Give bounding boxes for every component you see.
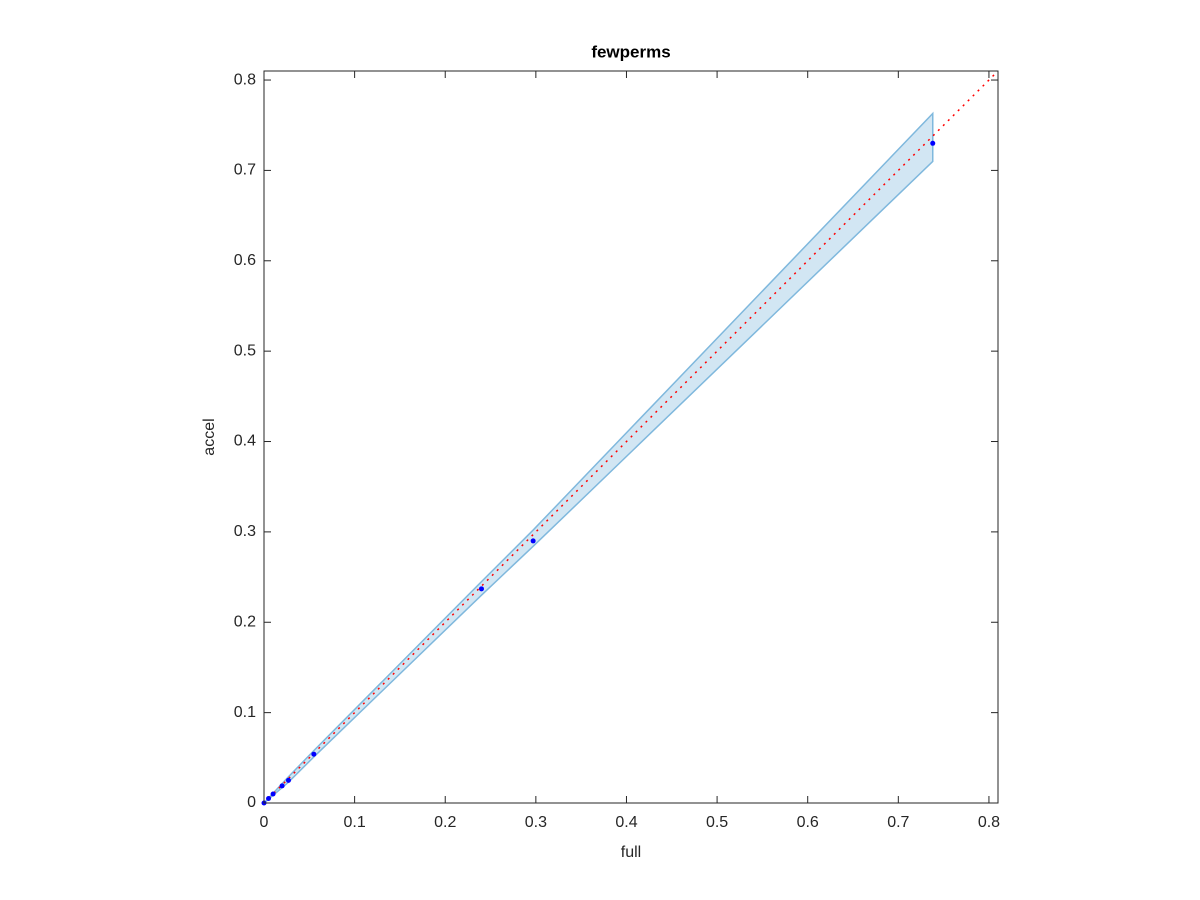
data-point (930, 140, 936, 146)
y-tick-label: 0.5 (234, 342, 256, 359)
x-tick-label: 0.7 (887, 814, 909, 831)
x-tick-label: 0.4 (615, 814, 637, 831)
data-point (270, 791, 276, 797)
x-tick-label: 0.5 (706, 814, 728, 831)
confidence-band (263, 111, 934, 804)
y-tick-label: 0.4 (234, 433, 256, 450)
y-tick-label: 0.2 (234, 613, 256, 630)
reference-line (263, 70, 999, 804)
x-tick-label: 0.3 (525, 814, 547, 831)
x-tick-label: 0.6 (797, 814, 819, 831)
y-axis-label: accel (201, 418, 218, 455)
x-tick-label: 0.2 (434, 814, 456, 831)
data-point (311, 751, 317, 757)
data-point (266, 795, 272, 801)
x-axis-label: full (621, 844, 641, 861)
data-point (279, 783, 285, 789)
y-tick-label: 0.7 (234, 162, 256, 179)
axes-box (263, 70, 999, 804)
x-tick-label: 0.1 (343, 814, 365, 831)
data-point (285, 777, 291, 783)
x-tick-label: 0 (260, 814, 269, 831)
y-tick-label: 0.1 (234, 704, 256, 721)
y-tick-label: 0.8 (234, 71, 256, 88)
data-point (478, 586, 484, 592)
data-point (530, 538, 536, 544)
chart-title: fewperms (591, 42, 670, 61)
y-tick-label: 0.3 (234, 523, 256, 540)
y-tick-label: 0.6 (234, 252, 256, 269)
y-tick-label: 0 (247, 794, 256, 811)
x-tick-label: 0.8 (978, 814, 1000, 831)
